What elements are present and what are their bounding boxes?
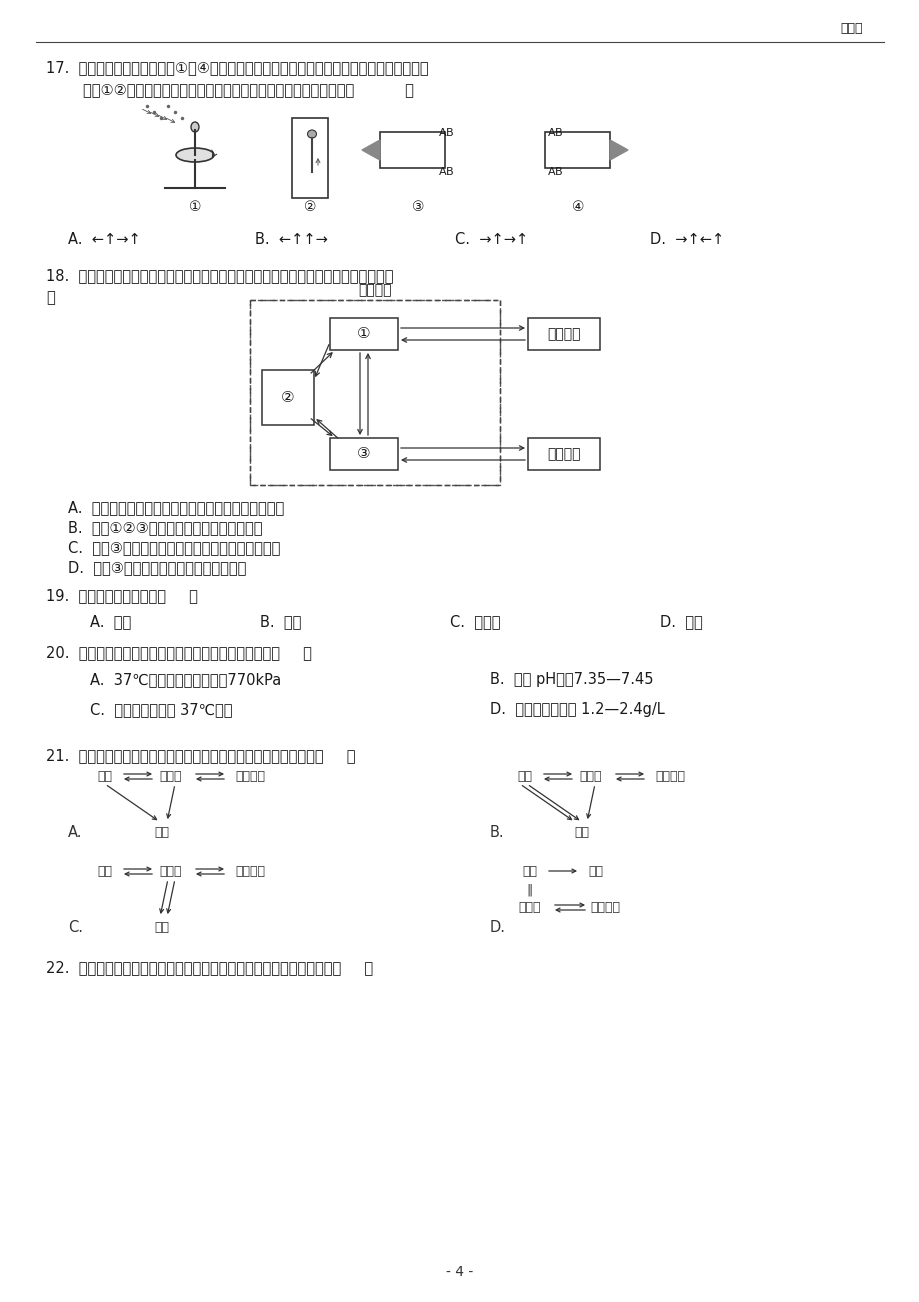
Text: A.  37℃时，血浆渗透压约为770kPa: A. 37℃时，血浆渗透压约为770kPa xyxy=(90,672,281,687)
Text: B.  血浆 pH约为7.35—7.45: B. 血浆 pH约为7.35—7.45 xyxy=(490,672,652,687)
Text: 外界环境: 外界环境 xyxy=(547,327,580,341)
Text: D.: D. xyxy=(490,921,505,935)
Text: 血浆: 血浆 xyxy=(97,769,112,783)
Ellipse shape xyxy=(191,122,199,132)
Text: 实验①②装置仍停止在如图位置，则四个胚芽鞘的生长方向依次是（           ）: 实验①②装置仍停止在如图位置，则四个胚芽鞘的生长方向依次是（ ） xyxy=(46,82,414,98)
Text: 细胞外液: 细胞外液 xyxy=(357,283,391,297)
Text: 21.  以下表示人体细胞与内环境之间的物质交换的关系，正确的是（     ）: 21. 以下表示人体细胞与内环境之间的物质交换的关系，正确的是（ ） xyxy=(46,749,355,763)
Ellipse shape xyxy=(176,148,214,161)
Ellipse shape xyxy=(307,130,316,138)
Text: B: B xyxy=(446,128,453,138)
Bar xyxy=(330,437,398,470)
FancyBboxPatch shape xyxy=(544,132,609,168)
Bar xyxy=(250,299,499,486)
Text: 18.  如图是人体内的细胞与外界环境进行物质交换的示意图，下列有关叙述正确的是（: 18. 如图是人体内的细胞与外界环境进行物质交换的示意图，下列有关叙述正确的是（ xyxy=(46,268,393,283)
Text: 22.  下图甲、乙是膜电位的测量示意图，下列说法中描述的是图乙的是（     ）: 22. 下图甲、乙是膜电位的测量示意图，下列说法中描述的是图乙的是（ ） xyxy=(46,960,373,975)
Text: ）: ） xyxy=(46,290,55,305)
Text: ③: ③ xyxy=(412,201,424,214)
Text: B.  ←↑↑→: B. ←↑↑→ xyxy=(255,232,327,247)
Text: 细胞内液: 细胞内液 xyxy=(234,865,265,878)
Text: 19.  下列不是内环境的是（     ）: 19. 下列不是内环境的是（ ） xyxy=(46,589,198,603)
Bar xyxy=(528,437,599,470)
Text: A: A xyxy=(548,167,555,177)
Text: 细胞内液: 细胞内液 xyxy=(589,901,619,914)
Text: 17.  对胚芽鞘进行如图所示的①～④实验，其中旋转均为匀速旋转，一段时间后停止旋转时，: 17. 对胚芽鞘进行如图所示的①～④实验，其中旋转均为匀速旋转，一段时间后停止旋… xyxy=(46,60,428,76)
Text: ①: ① xyxy=(188,201,201,214)
Text: 淋巴: 淋巴 xyxy=(588,865,603,878)
Text: C.  组织液: C. 组织液 xyxy=(449,615,500,629)
Text: B.  血液: B. 血液 xyxy=(260,615,301,629)
Text: C.  →↑→↑: C. →↑→↑ xyxy=(455,232,528,247)
Text: ②: ② xyxy=(281,389,294,405)
Text: ②: ② xyxy=(303,201,316,214)
Text: A.  维生素、糖原和尿素都是细胞外液重要的组成成分: A. 维生素、糖原和尿素都是细胞外液重要的组成成分 xyxy=(68,500,284,516)
Text: D.  →↑←↑: D. →↑←↑ xyxy=(650,232,723,247)
Text: B: B xyxy=(554,167,562,177)
Text: 组织液: 组织液 xyxy=(518,901,540,914)
Text: A.  血浆: A. 血浆 xyxy=(90,615,131,629)
Bar xyxy=(262,370,313,424)
Text: ‖: ‖ xyxy=(527,883,532,896)
Text: 组织液: 组织液 xyxy=(160,769,182,783)
Text: 20.  关于人体内环境正常的理化参数，不正确的说法是（     ）: 20. 关于人体内环境正常的理化参数，不正确的说法是（ ） xyxy=(46,644,312,660)
Text: D.  血糖含量稳定在 1.2—2.4g/L: D. 血糖含量稳定在 1.2—2.4g/L xyxy=(490,702,664,717)
Text: D.  图中③渗回血浆的量小于渗入淋巴的量: D. 图中③渗回血浆的量小于渗入淋巴的量 xyxy=(68,560,246,575)
FancyBboxPatch shape xyxy=(380,132,445,168)
Text: D.  淋巴: D. 淋巴 xyxy=(659,615,702,629)
Text: 细胞内液: 细胞内液 xyxy=(547,447,580,461)
Text: ①: ① xyxy=(357,327,370,341)
Text: 血浆: 血浆 xyxy=(97,865,112,878)
Text: 血浆: 血浆 xyxy=(516,769,532,783)
Text: 淋巴: 淋巴 xyxy=(154,825,169,838)
FancyBboxPatch shape xyxy=(291,118,328,198)
Text: 淋巴: 淋巴 xyxy=(154,921,169,934)
Text: ③: ③ xyxy=(357,447,370,461)
Text: 淋巴: 淋巴 xyxy=(573,825,589,838)
Text: C.  图中③和细胞内液之间通过细胞膜进行物质交换: C. 图中③和细胞内液之间通过细胞膜进行物质交换 xyxy=(68,540,280,555)
Text: ④: ④ xyxy=(571,201,584,214)
Text: B: B xyxy=(446,167,453,177)
Bar xyxy=(528,318,599,350)
Text: A: A xyxy=(548,128,555,138)
Text: 血浆: 血浆 xyxy=(522,865,537,878)
Text: 可修改: 可修改 xyxy=(839,22,862,35)
Text: C.: C. xyxy=(68,921,83,935)
Polygon shape xyxy=(609,141,628,160)
Text: A.: A. xyxy=(68,825,83,840)
Text: 细胞内液: 细胞内液 xyxy=(234,769,265,783)
Text: 组织液: 组织液 xyxy=(579,769,602,783)
Text: - 4 -: - 4 - xyxy=(446,1266,473,1279)
Text: 组织液: 组织液 xyxy=(160,865,182,878)
Text: B.  图中①②③分别代表血液、淋巴和组织液: B. 图中①②③分别代表血液、淋巴和组织液 xyxy=(68,519,262,535)
Text: A.  ←↑→↑: A. ←↑→↑ xyxy=(68,232,141,247)
Text: A: A xyxy=(438,128,446,138)
Text: 细胞内液: 细胞内液 xyxy=(654,769,685,783)
Bar xyxy=(330,318,398,350)
Text: C.  温度一般维持在 37℃左右: C. 温度一般维持在 37℃左右 xyxy=(90,702,233,717)
Text: B: B xyxy=(554,128,562,138)
Text: A: A xyxy=(438,167,446,177)
Polygon shape xyxy=(361,141,380,160)
Text: B.: B. xyxy=(490,825,505,840)
